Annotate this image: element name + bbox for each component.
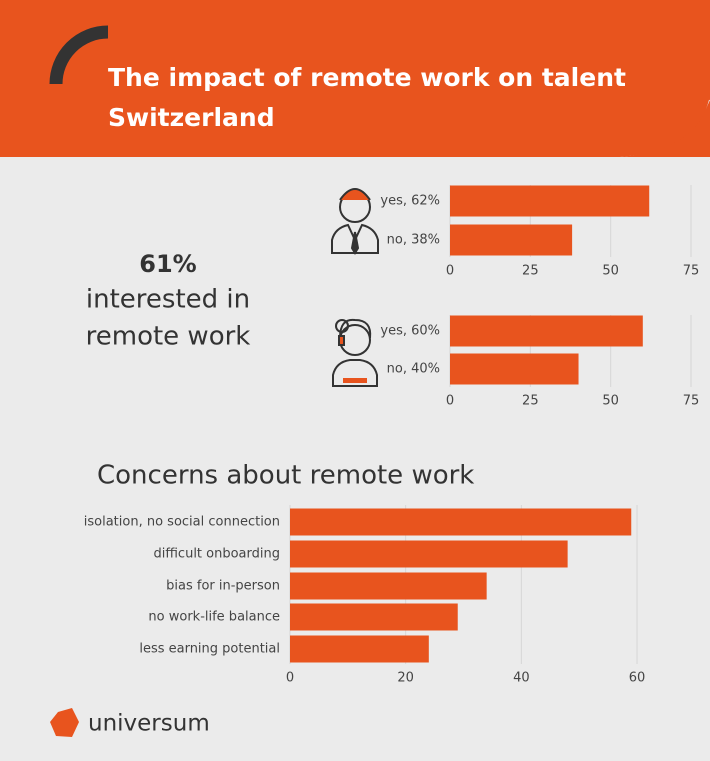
bar <box>290 540 568 568</box>
bar <box>450 185 650 217</box>
category-label: bias for in-person <box>166 579 280 594</box>
bar <box>290 572 487 600</box>
logo-text: universum <box>88 711 210 737</box>
x-tick-label: 25 <box>522 264 539 279</box>
bar <box>290 603 458 631</box>
bar <box>290 508 632 536</box>
category-label: no work-life balance <box>148 610 280 625</box>
category-label: no, 40% <box>387 362 440 377</box>
male-icon <box>331 188 379 255</box>
bar <box>290 635 429 663</box>
headline-figure: 61% <box>139 250 196 278</box>
headline-text: remote work <box>86 322 251 352</box>
x-tick-label: 75 <box>683 264 700 279</box>
bar <box>450 224 573 256</box>
category-label: isolation, no social connection <box>84 515 280 530</box>
title-line: The impact of remote work on talent <box>108 63 626 92</box>
logo-mark <box>50 708 79 737</box>
x-tick-label: 50 <box>602 394 619 409</box>
x-tick-label: 50 <box>602 264 619 279</box>
x-tick-label: 0 <box>446 394 454 409</box>
title-line: Switzerland <box>108 103 275 132</box>
x-tick-label: 25 <box>522 394 539 409</box>
category-label: less earning potential <box>139 642 280 657</box>
header-arc <box>49 25 109 85</box>
x-tick-label: 75 <box>683 394 700 409</box>
category-label: yes, 62% <box>380 194 440 209</box>
bar <box>450 353 579 385</box>
category-label: no, 38% <box>387 233 440 248</box>
x-tick-label: 60 <box>629 671 646 686</box>
female-icon <box>332 318 378 387</box>
bar <box>450 315 643 347</box>
header-fill <box>0 0 710 95</box>
x-tick-label: 40 <box>513 671 530 686</box>
x-tick-label: 0 <box>446 264 454 279</box>
category-label: difficult onboarding <box>154 547 281 562</box>
x-tick-label: 0 <box>286 671 294 686</box>
headline-text: interested in <box>86 285 250 315</box>
section-title: Concerns about remote work <box>97 461 474 491</box>
category-label: yes, 60% <box>380 324 440 339</box>
x-tick-label: 20 <box>397 671 414 686</box>
